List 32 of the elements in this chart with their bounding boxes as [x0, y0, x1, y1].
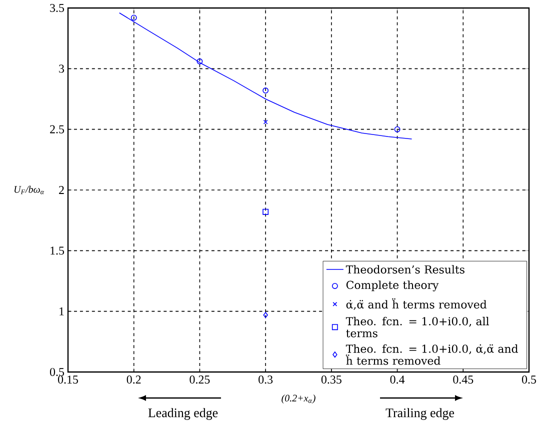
legend-label: Theodorsen’s Results — [346, 265, 464, 274]
x-tick-label: 0.2 — [126, 376, 141, 384]
point — [196, 58, 203, 64]
legend-label: Complete theory — [346, 280, 439, 292]
x-tick-label: 0.45 — [453, 376, 474, 384]
x-axis-title: (0.2+x$_{α}$) — [282, 394, 316, 404]
point — [263, 120, 268, 124]
y-tick-label: 1 — [60, 307, 64, 316]
point — [130, 14, 137, 21]
x-tick-label: 0.5 — [522, 376, 536, 384]
text: Leading edge — [148, 408, 218, 420]
y-tick-label: 3 — [59, 64, 64, 73]
y-tick-label: 3.5 — [50, 4, 64, 12]
x-tick-label: 0.4 — [390, 376, 405, 384]
x-tick-label: 0.15 — [58, 376, 78, 384]
legend-label: Theo. fcn. = 1.0+i0.0, all terms — [346, 316, 489, 338]
point — [263, 312, 268, 318]
x-tick-label: 0.3 — [258, 376, 273, 384]
legend-label: Theo. fcn. = 1.0+i0.0, α̇,α̈ and ḧ terms removed — [346, 344, 518, 365]
point — [262, 208, 269, 215]
y-tick-label: 2.5 — [50, 125, 64, 134]
x-tick-label: 0.25 — [190, 376, 210, 384]
y-tick-label: 2 — [59, 186, 64, 194]
text: Trailing edge — [386, 408, 454, 420]
line-series — [118, 12, 412, 140]
legend-label: α̇,α̈ and ḧ terms removed — [346, 298, 487, 310]
point — [262, 88, 269, 94]
y-tick-label: 0.5 — [50, 368, 64, 376]
point — [394, 126, 400, 132]
x-tick-label: 0.35 — [321, 376, 342, 384]
y-tick-label: 1.5 — [50, 246, 64, 255]
y-axis-title: U$_{F}$/bω$_{α}$ — [14, 186, 44, 194]
